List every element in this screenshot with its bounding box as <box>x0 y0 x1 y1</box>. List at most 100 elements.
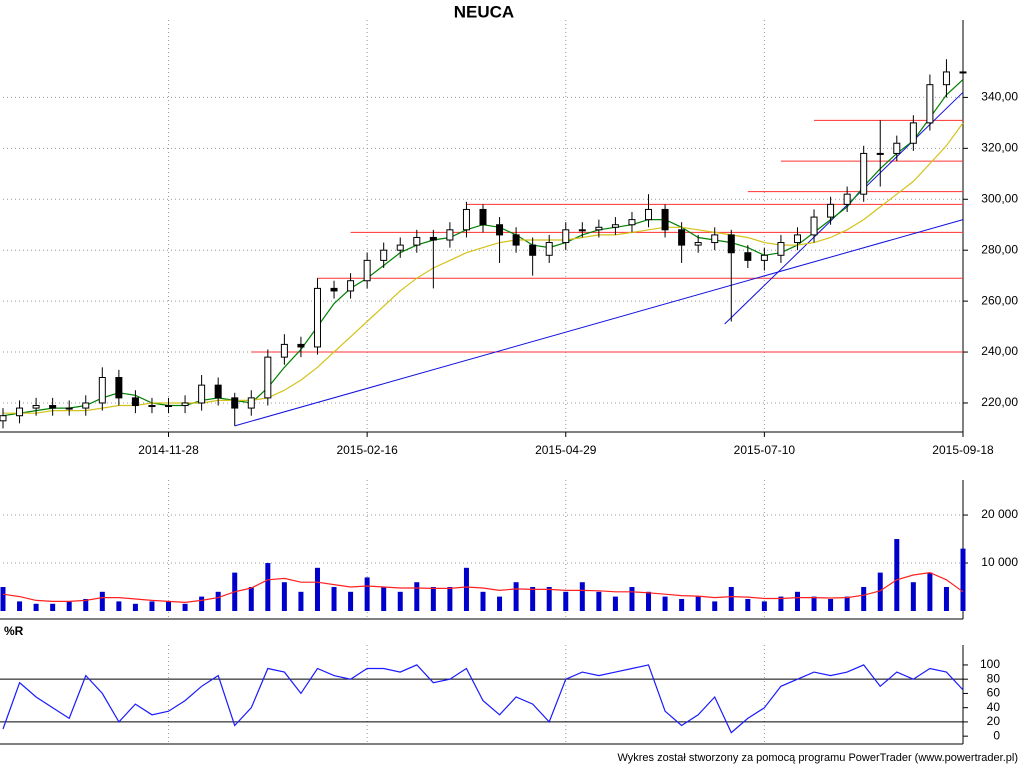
candle-body <box>462 208 470 231</box>
volume-bar <box>314 567 320 612</box>
y-tick-label: 300,00 <box>981 191 1018 205</box>
volume-bar <box>17 601 23 612</box>
volume-bar <box>463 567 469 612</box>
moving-average <box>3 122 964 414</box>
candle-body <box>810 216 818 236</box>
candle-body <box>115 377 123 399</box>
volume-bar <box>83 599 89 612</box>
y-tick-label: 20 000 <box>981 507 1018 521</box>
volume-bar <box>132 603 138 612</box>
candle-body <box>32 405 40 409</box>
candle-body <box>777 242 785 256</box>
candle-body <box>429 236 437 241</box>
volume-bar <box>215 591 221 612</box>
volume-bar <box>182 603 188 612</box>
candle-body <box>827 203 835 218</box>
candle-body <box>396 244 404 251</box>
candle-body <box>148 405 156 408</box>
volume-bar <box>381 587 387 612</box>
volume-bar <box>414 582 420 612</box>
candle-body <box>165 405 173 408</box>
y-tick-label: 100 <box>980 657 1000 671</box>
candle-body <box>65 407 73 410</box>
volume-bar <box>662 596 668 612</box>
candle-body <box>860 152 868 195</box>
volume-bar <box>497 596 503 612</box>
volume-bar <box>0 587 6 612</box>
candle-body <box>98 377 106 404</box>
volume-bar <box>33 603 39 612</box>
candle-body <box>959 71 967 74</box>
volume-bar <box>265 563 271 612</box>
y-tick-label: 20 <box>987 714 1001 728</box>
y-tick-label: 340,00 <box>981 90 1018 104</box>
volume-bar <box>894 539 900 612</box>
candle-body <box>446 229 454 241</box>
y-tick-label: 320,00 <box>981 141 1018 155</box>
volume-bar <box>761 601 767 612</box>
volume-bar <box>579 582 585 612</box>
y-tick-label: 260,00 <box>981 293 1018 307</box>
y-tick-label: 0 <box>993 728 1000 742</box>
volume-bar <box>960 548 966 612</box>
volume-bar <box>695 596 701 612</box>
volume-bar <box>530 587 536 612</box>
volume-bar <box>199 596 205 612</box>
volume-bar <box>828 599 834 612</box>
candle-body <box>413 236 421 246</box>
candle-body <box>562 229 570 244</box>
y-tick-label: 80 <box>987 671 1001 685</box>
x-tick-label: 2015-02-16 <box>336 443 398 457</box>
volume-bar <box>794 591 800 612</box>
candle-body <box>247 397 255 409</box>
candle-body <box>942 71 950 86</box>
volume-bar <box>66 601 72 612</box>
candle-body <box>926 84 934 124</box>
candle-body <box>16 407 24 417</box>
volume-bar <box>248 587 254 612</box>
candle-body <box>313 287 321 348</box>
y-tick-label: 40 <box>987 700 1001 714</box>
panel-title: %R <box>4 624 24 638</box>
candle-body <box>661 208 669 231</box>
volume-bar <box>612 596 618 612</box>
x-tick-label: 2015-04-29 <box>535 443 597 457</box>
y-tick-label: 10 000 <box>981 555 1018 569</box>
candle-body <box>496 224 504 236</box>
volume-bar <box>298 591 304 612</box>
candle-body <box>214 384 222 399</box>
volume-bar <box>116 601 122 612</box>
volume-bar <box>397 591 403 612</box>
volume-bar <box>596 591 602 612</box>
volume-average <box>2 571 964 604</box>
candle-body <box>893 142 901 154</box>
volume-bar <box>513 582 519 612</box>
candle-body <box>595 226 603 231</box>
volume-bar <box>149 601 155 612</box>
volume-bar <box>50 603 56 612</box>
y-tick-label: 280,00 <box>981 242 1018 256</box>
candle-body <box>0 415 7 422</box>
y-tick-label: 60 <box>987 686 1001 700</box>
candle-body <box>843 193 851 205</box>
footer: Wykres został stworzony za pomocą progra… <box>617 752 1018 764</box>
candle-body <box>49 405 57 409</box>
volume-bar <box>348 591 354 612</box>
candle-body <box>82 402 90 409</box>
candle-body <box>909 122 917 144</box>
volume-bar <box>927 572 933 612</box>
volume-bar <box>364 577 370 612</box>
candle-body <box>380 249 388 261</box>
volume-bar <box>281 582 287 612</box>
volume-bar <box>629 587 635 612</box>
volume-bar <box>546 587 552 612</box>
candle-body <box>198 384 206 404</box>
candle-body <box>264 356 272 399</box>
candle-body <box>512 234 520 246</box>
candle-body <box>678 229 686 246</box>
volume-bar <box>943 587 949 612</box>
volume-bar <box>778 596 784 612</box>
chart-title: NEUCA <box>454 2 514 21</box>
volume-bar <box>646 591 652 612</box>
